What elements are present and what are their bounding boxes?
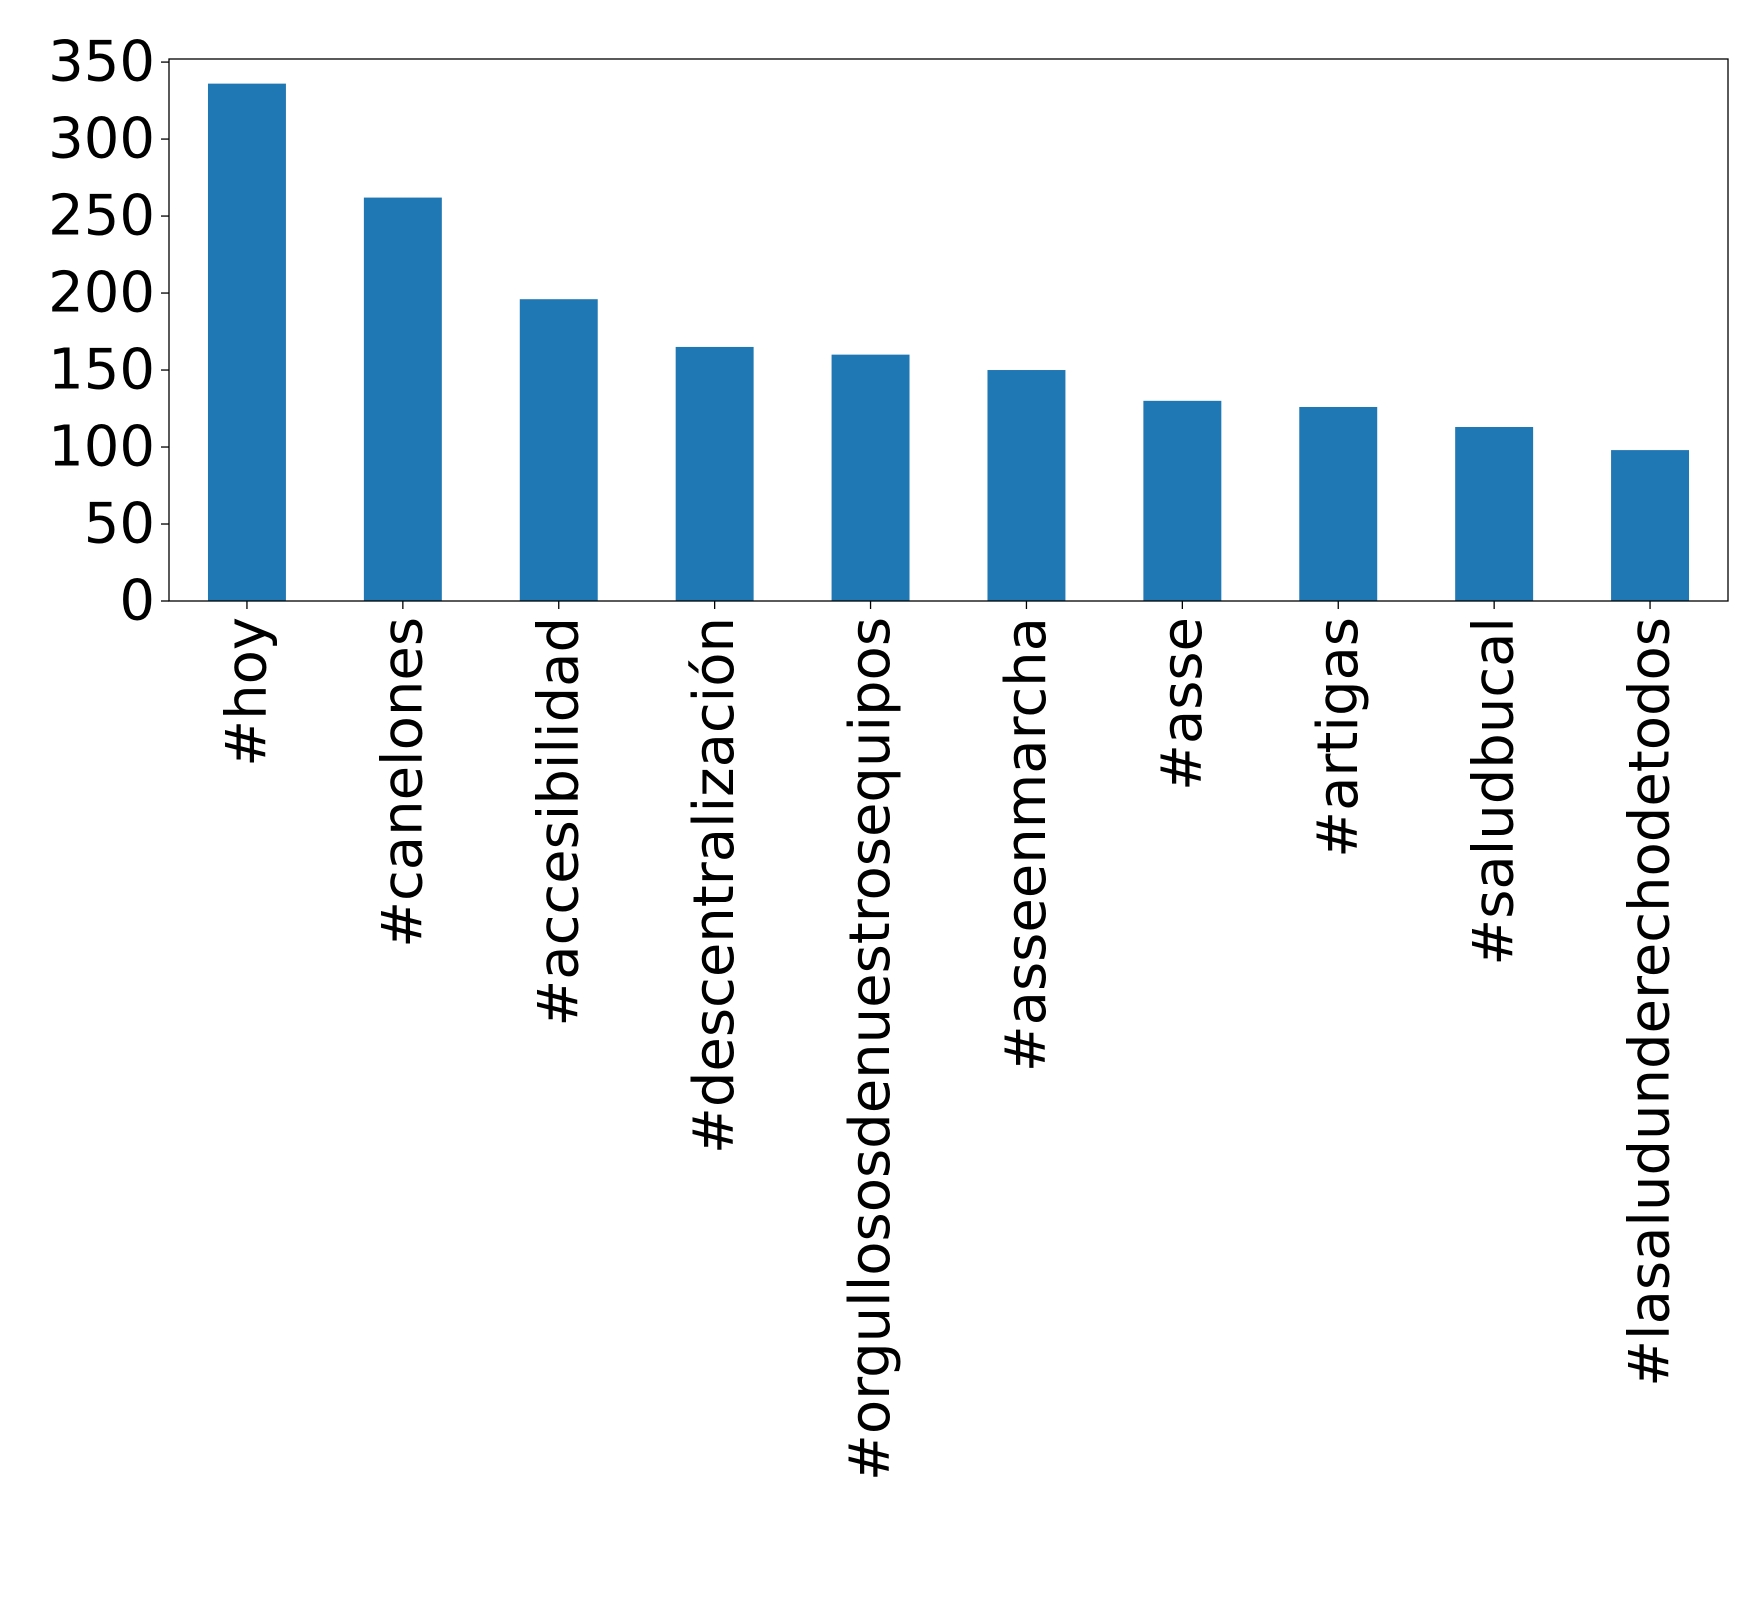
x-tick-label: #artigas xyxy=(1306,617,1371,858)
y-axis: 0 50 100 150 200 250 300 350 xyxy=(48,30,169,634)
bar-3 xyxy=(675,346,754,601)
x-tick-label: #hoy xyxy=(214,617,279,767)
y-tick-label: 50 xyxy=(84,492,155,557)
bar-5 xyxy=(987,370,1066,601)
y-tick-label: 150 xyxy=(48,338,155,403)
x-tick-label: #asseenmarcha xyxy=(994,617,1059,1072)
y-tick-label: 250 xyxy=(48,184,155,249)
bar-8 xyxy=(1455,427,1534,601)
plot-frame xyxy=(168,58,1729,602)
x-tick-label: #descentralización xyxy=(682,617,747,1154)
bar-4 xyxy=(831,354,910,601)
x-axis: #hoy #canelones #accesibilidad #descentrali… xyxy=(214,601,1683,1481)
y-tick-label: 0 xyxy=(119,569,155,634)
bars-group xyxy=(207,83,1690,602)
bar-1 xyxy=(363,197,442,602)
y-tick-label: 350 xyxy=(48,30,155,95)
x-tick-label: #orgullososdenuestrosequipos xyxy=(838,617,903,1481)
x-tick-label: #asse xyxy=(1150,617,1215,791)
y-tick-label: 300 xyxy=(48,107,155,172)
bar-6 xyxy=(1143,400,1222,601)
x-tick-label: #saludbucal xyxy=(1462,617,1527,966)
x-tick-label: #lasaludunderechodetodos xyxy=(1618,617,1683,1387)
x-tick-label: #canelones xyxy=(370,617,435,948)
bar-7 xyxy=(1299,406,1378,601)
bar-9 xyxy=(1611,450,1690,601)
x-tick-label: #accesibilidad xyxy=(526,617,591,1027)
bar-0 xyxy=(207,83,286,602)
y-tick-label: 100 xyxy=(48,415,155,480)
y-tick-label: 200 xyxy=(48,261,155,326)
bar-2 xyxy=(519,299,598,601)
